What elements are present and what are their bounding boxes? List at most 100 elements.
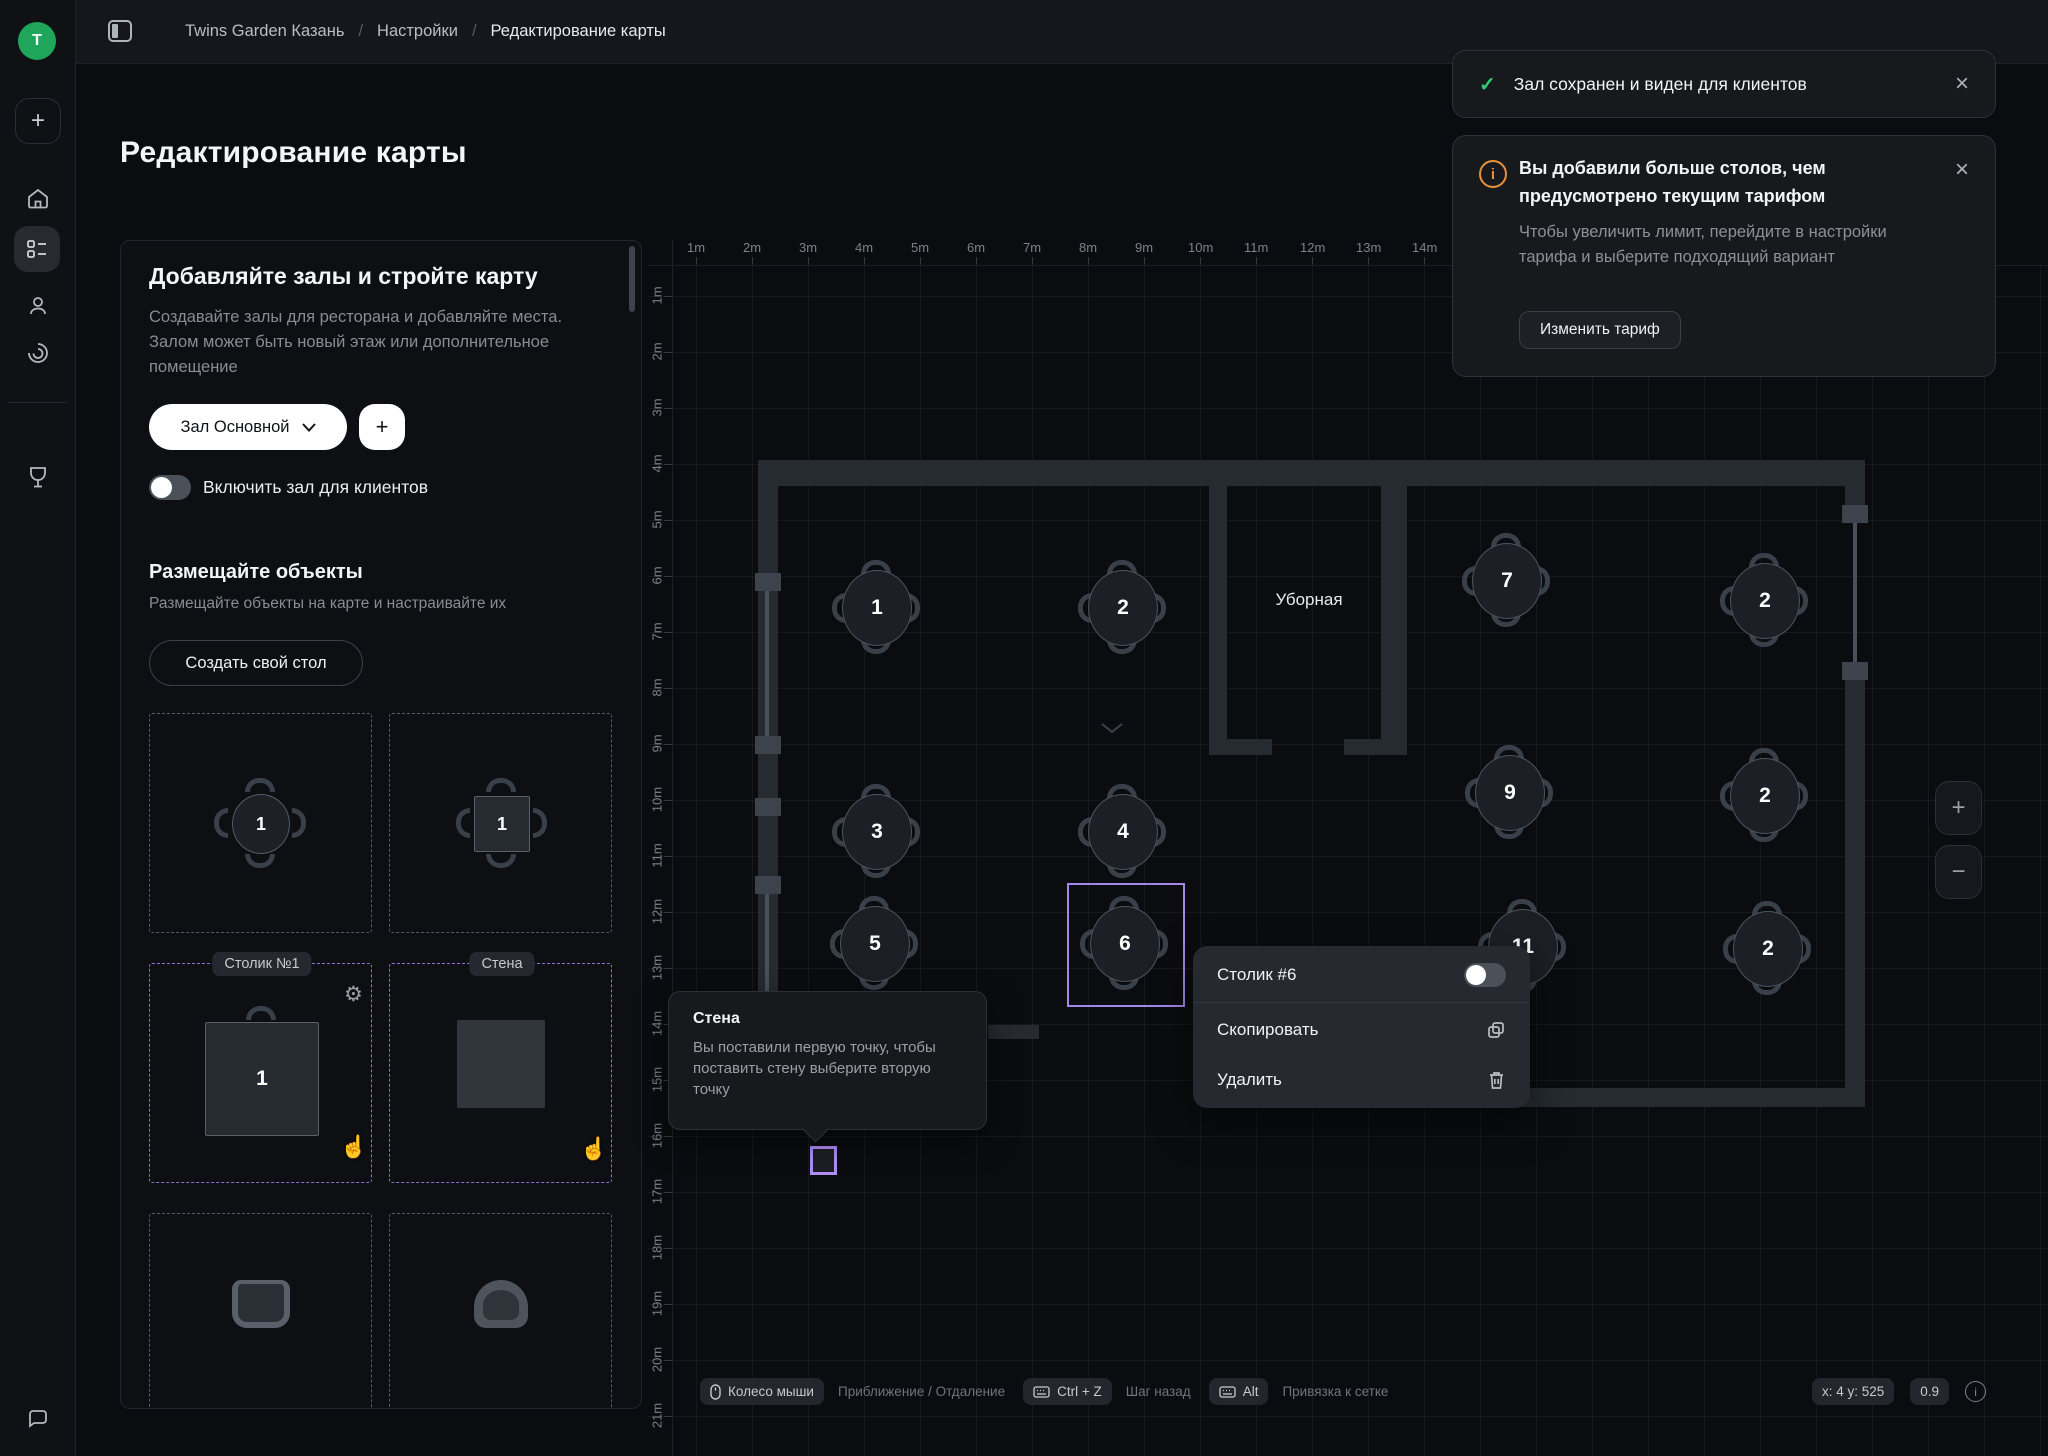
ruler-label-h: 4m [854,240,874,255]
round-table-preview: 1 [232,794,290,854]
ruler-tick [864,257,865,265]
hint-key-badge: Ctrl + Z [1023,1378,1112,1405]
chair-icon [1107,560,1137,574]
hall-visibility-toggle[interactable] [149,475,191,500]
wall-segment[interactable] [988,1025,1039,1039]
wall-segment[interactable] [1381,486,1407,740]
chat-icon[interactable] [25,1406,50,1431]
hall-select-dropdown[interactable]: Зал Основной [149,404,347,450]
add-hall-button[interactable]: + [359,404,405,450]
map-table-4[interactable]: 4 [1078,784,1166,878]
users-icon[interactable] [25,293,50,318]
avatar[interactable]: T [18,22,56,60]
ruler-label-h: 9m [1134,240,1154,255]
wall-segment[interactable] [755,798,781,816]
home-icon[interactable] [25,186,50,211]
wall-segment[interactable] [1480,1088,1865,1107]
wall-segment[interactable] [1842,505,1868,523]
ruler-tick [664,520,672,521]
wall-segment[interactable] [1344,739,1407,755]
map-table-1[interactable]: 1 [832,560,920,654]
wall-segment[interactable] [1845,680,1865,1107]
change-tariff-button[interactable]: Изменить тариф [1519,311,1681,349]
copy-menu-item[interactable]: Скопировать [1193,1003,1530,1057]
object-tile-custom-table[interactable]: Столик №1 ⚙ 1 ☝ [149,952,372,1183]
map-table-2[interactable]: 2 [1078,560,1166,654]
map-table-6[interactable]: 6 [1080,896,1168,990]
map-table-9[interactable]: 9 [1465,745,1553,839]
chair-icon [533,808,547,838]
wall-segment[interactable] [755,876,781,894]
table-number: 2 [1088,570,1158,646]
wall-segment[interactable] [765,591,769,736]
objects-section-description: Размещайте объекты на карте и настраивай… [149,595,507,612]
ruler-label-v: 18m [649,1234,665,1261]
wall-segment[interactable] [1209,486,1227,740]
ruler-tick [664,688,672,689]
close-icon[interactable]: × [1954,70,1969,97]
ruler-label-h: 10m [1188,240,1214,255]
wall-segment[interactable] [1853,523,1857,662]
toast-limit-body: Чтобы увеличить лимит, перейдите в настр… [1519,223,1887,266]
breadcrumb-separator: / [358,22,364,40]
panel-scrollbar[interactable] [629,246,635,312]
breadcrumb-settings[interactable]: Настройки [377,22,458,40]
wall-segment[interactable] [765,894,769,1034]
map-table-7[interactable]: 7 [1462,533,1550,627]
table-number: 7 [1472,543,1542,619]
object-tile-wall[interactable]: Стена ☝ [389,952,612,1183]
ruler-label-h: 13m [1356,240,1382,255]
map-table-2[interactable]: 2 [1720,553,1808,647]
history-icon[interactable] [25,340,50,365]
menu-divider [1193,1002,1530,1003]
breadcrumb-current: Редактирование карты [490,22,666,40]
table-number: 3 [842,794,912,870]
ruler-label-v: 13m [649,954,665,981]
close-icon[interactable]: × [1954,156,1969,183]
chair-icon [1749,553,1779,567]
cursor-coordinates: x: 4 y: 525 [1812,1378,1895,1405]
wine-glass-icon[interactable] [25,464,50,489]
wall-segment[interactable] [1842,662,1868,680]
collapse-sidebar-icon[interactable] [108,20,132,42]
ruler-tick [664,632,672,633]
zoom-in-button[interactable]: + [1935,781,1982,835]
chevron-down-icon [301,422,316,432]
table-number: 9 [1475,755,1545,831]
wall-segment[interactable] [755,573,781,591]
ruler-tick [664,1360,672,1361]
wall-segment[interactable] [758,460,1865,486]
wall-first-point[interactable] [810,1146,837,1175]
info-circle-icon[interactable]: i [1965,1381,1987,1402]
table-visibility-toggle[interactable] [1464,963,1506,987]
keyboard-icon [1033,1385,1050,1398]
object-tile-square-table[interactable]: 1 [389,713,612,933]
table-number: 5 [840,906,910,982]
wall-segment[interactable] [755,736,781,754]
chair-icon [859,896,889,910]
tooltip-body: Вы поставили первую точку, чтобы постави… [693,1039,936,1098]
gear-icon[interactable]: ⚙ [344,983,363,1006]
breadcrumb-restaurant[interactable]: Twins Garden Казань [185,22,345,40]
keyboard-icon [1219,1385,1236,1398]
ruler-label-h: 11m [1244,240,1269,255]
object-tile-armchair[interactable] [389,1213,612,1408]
object-tile-round-table[interactable]: 1 [149,713,372,933]
toast-saved-message: Зал сохранен и виден для клиентов [1513,73,1807,94]
ruler-tick [808,257,809,265]
delete-menu-item[interactable]: Удалить [1193,1053,1530,1107]
hall-visibility-label: Включить зал для клиентов [203,477,429,497]
sidebar-item-map-active[interactable] [14,226,60,272]
object-tile-chair[interactable] [149,1213,372,1408]
add-button[interactable]: + [15,98,61,144]
map-table-5[interactable]: 5 [830,896,918,990]
zoom-out-button[interactable]: − [1935,845,1982,899]
create-table-button[interactable]: Создать свой стол [149,640,363,686]
statusbar-hints: Колесо мыши Приближение / Отдаление Ctrl +… [700,1378,1392,1405]
ruler-tick [1200,257,1201,265]
map-table-3[interactable]: 3 [832,784,920,878]
wall-segment[interactable] [1209,739,1272,755]
map-table-2[interactable]: 2 [1720,748,1808,842]
copy-icon [1486,1020,1506,1040]
map-table-2[interactable]: 2 [1723,901,1811,995]
